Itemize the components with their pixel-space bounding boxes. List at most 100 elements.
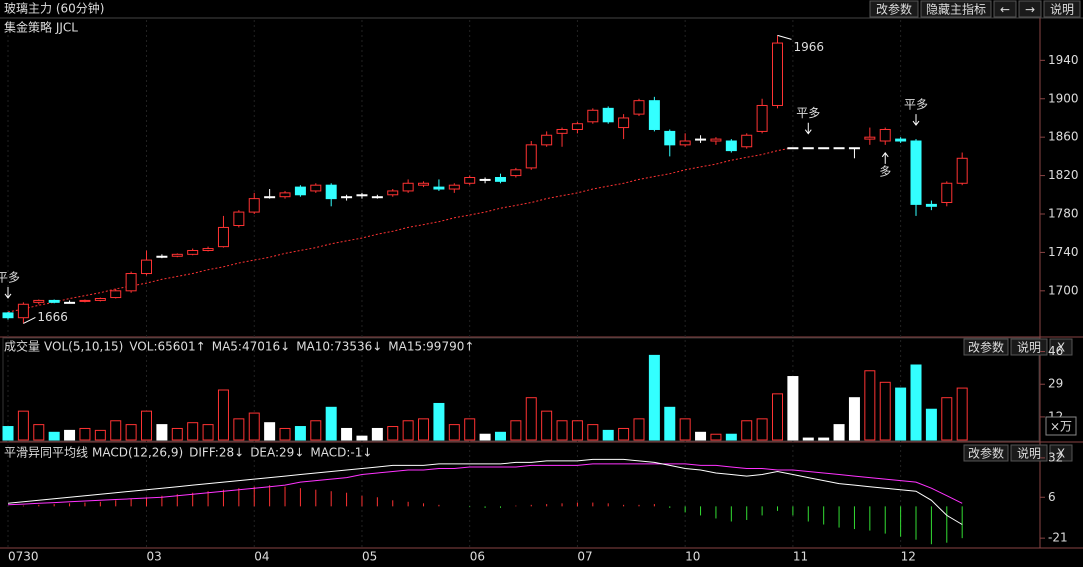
volume-bar: [725, 433, 737, 441]
candle-body: [679, 140, 691, 146]
candle-body: [264, 196, 276, 199]
legend-entry: VOL(5,10,15): [44, 340, 123, 354]
volume-bar: [156, 424, 168, 441]
volume-bar: [48, 431, 60, 441]
volume-bar: [925, 408, 937, 441]
volume-bar: [879, 381, 891, 441]
volume-bar: [217, 389, 229, 441]
button-frame: [1010, 444, 1048, 462]
indicator-title: 集金策略 JJCL: [4, 20, 78, 35]
button[interactable]: 改参数: [963, 338, 1009, 356]
button[interactable]: 隐藏主指标: [920, 0, 992, 18]
annotation-leader: [23, 317, 36, 324]
legend-entry: VOL:65601↑: [129, 340, 205, 354]
x-tick-label: 07: [577, 550, 592, 564]
legend-entry: DIFF:28↓: [189, 446, 244, 460]
candle-body: [848, 147, 860, 150]
signal-label: 多: [879, 164, 891, 178]
y-tick-label: 32: [1048, 450, 1063, 464]
button-label[interactable]: ←: [1000, 3, 1010, 17]
volume-bar: [633, 418, 645, 441]
button-label[interactable]: X: [1057, 447, 1065, 461]
button[interactable]: 改参数: [869, 0, 919, 18]
button[interactable]: 说明: [1010, 444, 1048, 462]
button[interactable]: →: [1018, 0, 1042, 18]
button-frame: [1049, 444, 1073, 462]
signal-label: 平多: [904, 98, 928, 112]
y-tick-label: 1860: [1048, 130, 1079, 144]
volume-bar: [833, 424, 845, 441]
button-label[interactable]: 说明: [1017, 340, 1041, 355]
volume-bar: [664, 406, 676, 441]
y-tick-label: 1900: [1048, 91, 1079, 105]
candle-body: [64, 301, 76, 304]
button[interactable]: 说明: [1043, 0, 1081, 18]
volume-bar: [187, 422, 199, 441]
button[interactable]: X: [1049, 338, 1073, 356]
volume-bar: [279, 427, 291, 441]
candle-body: [602, 107, 614, 123]
candle-body: [633, 100, 645, 115]
x-tick-label: 05: [362, 550, 377, 564]
button-frame: [1043, 0, 1081, 18]
button-label[interactable]: 改参数: [968, 340, 1004, 355]
legend-entry: MA15:99790↑: [388, 340, 474, 354]
candle-body: [187, 249, 199, 255]
button-label[interactable]: 说明: [1050, 2, 1074, 17]
candle-body: [125, 273, 137, 292]
candle-body: [618, 117, 630, 129]
volume-bar: [695, 431, 707, 441]
candle-body: [448, 184, 460, 190]
signal-label: 平多: [796, 106, 820, 120]
y-tick-label: 29: [1048, 377, 1063, 391]
candle-body: [2, 312, 14, 319]
candle-body: [541, 134, 553, 146]
x-tick-label: 10: [685, 550, 700, 564]
button-frame: [869, 0, 919, 18]
candle-body: [571, 123, 583, 130]
volume-bar: [772, 393, 783, 441]
button-label[interactable]: 改参数: [968, 446, 1004, 461]
candle-body: [233, 211, 245, 227]
candle-body: [741, 134, 753, 148]
dea-line: [7, 463, 963, 506]
candle-body: [171, 253, 183, 257]
button-label[interactable]: →: [1025, 3, 1035, 17]
panel-title: 平滑异同平均线: [4, 446, 88, 460]
button-label[interactable]: X: [1057, 341, 1065, 355]
candle-body: [94, 298, 106, 301]
x-tick-label: 03: [147, 550, 162, 564]
button[interactable]: ←: [993, 0, 1017, 18]
volume-bar: [402, 420, 414, 441]
legend-entry: MACD(12,26,9): [92, 446, 183, 460]
volume-bar: [525, 397, 537, 441]
button-frame: [920, 0, 992, 18]
volume-bar: [956, 387, 968, 441]
button[interactable]: 改参数: [963, 444, 1009, 462]
volume-bar: [895, 387, 907, 441]
panel-title: 成交量: [4, 339, 40, 354]
volume-bar: [741, 420, 753, 441]
button-label[interactable]: 说明: [1017, 446, 1041, 461]
candle-body: [879, 128, 891, 142]
candle-body: [787, 147, 799, 150]
candle-body: [217, 226, 229, 248]
candle-body: [941, 182, 953, 203]
candle-body: [864, 136, 876, 140]
button-label[interactable]: 改参数: [876, 2, 912, 17]
volume-bar: [418, 418, 430, 441]
button-label[interactable]: 隐藏主指标: [926, 2, 986, 17]
candle-body: [110, 290, 122, 299]
button[interactable]: 说明: [1010, 338, 1048, 356]
x-tick-label: 06: [470, 550, 485, 564]
y-tick-label: 46: [1048, 344, 1063, 358]
button[interactable]: X: [1049, 444, 1073, 462]
annotation-leader: [777, 34, 792, 40]
candle-body: [156, 255, 168, 258]
candle-body: [325, 184, 337, 200]
signal-arrow: [804, 122, 812, 135]
y-tick-label: 1940: [1048, 53, 1079, 67]
legend-entry: DEA:29↓: [250, 446, 304, 460]
